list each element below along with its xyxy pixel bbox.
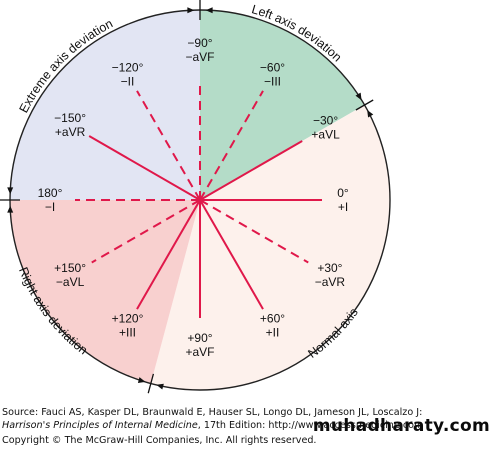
right-axis-sector <box>10 200 200 384</box>
lead-name-label: −III <box>264 74 281 88</box>
lead-angle-label: +120° <box>112 312 144 326</box>
lead-line-11 <box>199 140 303 201</box>
boundary-tick-lower-left <box>147 373 155 394</box>
center-point <box>197 197 203 203</box>
lead-name-label: +I <box>338 200 348 214</box>
watermark: muhadharaty.com <box>312 416 490 436</box>
lead-angle-label: −120° <box>112 60 144 74</box>
boundary-arrowhead <box>355 92 362 101</box>
lead-line-1 <box>199 199 309 264</box>
book-title: Harrison's Principles of Internal Medici… <box>2 420 198 431</box>
lead-angle-label: +60° <box>260 312 285 326</box>
lead-name-label: −aVL <box>56 275 85 289</box>
lead-name-label: −II <box>121 74 135 88</box>
lead-name-label: +aVF <box>185 345 214 359</box>
lead-angle-label: +150° <box>54 261 86 275</box>
hexaxial-reference-diagram: 0°+I +30°−aVR +60°+II +90°+aVF +120°+III +150… <box>0 0 391 394</box>
lead-line-5 <box>91 199 201 264</box>
boundary-arrowhead <box>7 187 14 195</box>
boundary-arrowhead <box>156 383 164 390</box>
boundary-markers <box>0 0 374 394</box>
lead-name-label: −aVF <box>185 50 214 64</box>
lead-line-4 <box>136 199 201 310</box>
lead-angle-label: +90° <box>187 331 212 345</box>
lead-labels: 0°+I +30°−aVR +60°+II +90°+aVF +120°+III +150… <box>38 36 349 359</box>
lead-angle-label: −150° <box>54 111 86 125</box>
boundary-arrowhead <box>187 7 195 14</box>
lead-angle-label: −30° <box>313 114 338 128</box>
edition-url: , 17th Edition: http://www.accessmedicin… <box>197 420 424 431</box>
lead-angle-label: 0° <box>337 186 349 200</box>
left-axis-sector <box>200 10 365 200</box>
normal-axis-sector <box>150 105 391 390</box>
extreme-axis-sector <box>10 10 200 200</box>
source-line: Source: Fauci AS, Kasper DL, Braunwald E… <box>2 407 423 418</box>
lead-angle-label: −90° <box>187 36 212 50</box>
lead-name-label: +aVR <box>55 125 86 139</box>
lead-line-7 <box>88 135 201 201</box>
lead-name-label: −aVR <box>315 275 346 289</box>
lead-name-label: −I <box>45 200 55 214</box>
boundary-arrowhead <box>367 109 374 118</box>
lead-name-label: +aVL <box>311 128 340 142</box>
lead-angle-label: −60° <box>260 60 285 74</box>
lead-line-2 <box>199 199 264 310</box>
boundary-arrowhead <box>137 377 146 383</box>
boundary-arrowhead <box>205 7 213 14</box>
lead-name-label: +II <box>266 326 280 340</box>
lead-lines <box>75 82 322 318</box>
lead-line-8 <box>136 90 201 201</box>
lead-line-10 <box>199 90 264 201</box>
boundary-arrowhead <box>7 205 14 213</box>
copyright-text: Copyright © The McGraw-Hill Companies, I… <box>2 435 317 446</box>
lead-angle-label: +30° <box>317 261 342 275</box>
lead-name-label: +III <box>119 326 136 340</box>
copyright-line: Copyright © The McGraw-Hill Companies, I… <box>2 435 317 446</box>
boundary-tick-upper-right <box>355 99 374 111</box>
lead-angle-label: 180° <box>38 186 63 200</box>
source-citation: Source: Fauci AS, Kasper DL, Braunwald E… <box>2 407 422 418</box>
source-title-line: Harrison's Principles of Internal Medici… <box>2 420 423 431</box>
